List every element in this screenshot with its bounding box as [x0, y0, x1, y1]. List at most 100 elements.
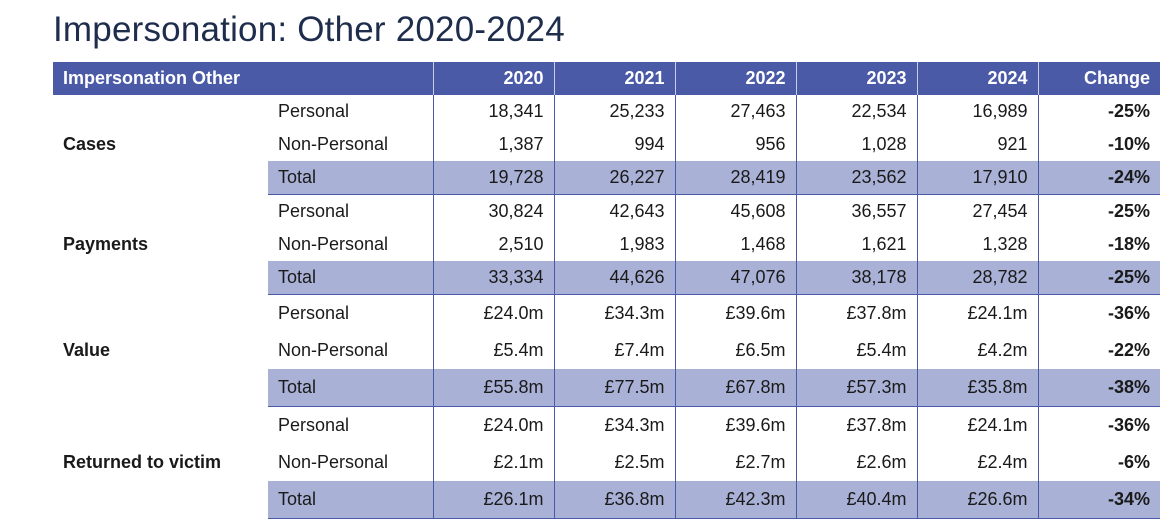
row-type-label: Total	[268, 161, 434, 195]
change-cell: -10%	[1107, 134, 1150, 154]
value-cell-2023: 22,534	[796, 95, 918, 128]
value-cell-2023: £5.4m	[796, 332, 918, 369]
value-cell-2024: £35.8m	[917, 369, 1039, 407]
value-cell-2020: 18,341	[433, 95, 555, 128]
value-cell-2023: £57.3m	[796, 369, 918, 407]
table-row: Payments Personal 30,824 42,643 45,608 36,557…	[53, 194, 1160, 254]
value-cell-2023: £37.8m	[796, 406, 918, 444]
value-cell-2024: £24.1m	[917, 294, 1039, 332]
value-cell-2021: £36.8m	[554, 481, 676, 519]
value-cell-2020: £26.1m	[433, 481, 555, 519]
value-cell-2020: £55.8m	[433, 369, 555, 407]
header-change: Change	[1038, 62, 1160, 95]
value-cell-2024: 921	[917, 128, 1039, 161]
value-cell-2022: £6.5m	[675, 332, 797, 369]
value-cell-2021: 26,227	[554, 161, 676, 195]
value-cell-2021: £77.5m	[554, 369, 676, 407]
value-cell-2022: £39.6m	[675, 294, 797, 332]
value-cell-2024: 17,910	[917, 161, 1039, 195]
table-row: Non-Personal 1,387 994 956 1,028 921 -10%	[53, 128, 1160, 161]
value-cell-2020: £24.0m	[433, 294, 555, 332]
value-cell-2022: 28,419	[675, 161, 797, 195]
value-cell-2024: 28,782	[917, 261, 1039, 295]
value-cell-2021: 42,643	[554, 194, 676, 228]
change-cell: -6%	[1117, 452, 1150, 472]
change-cell: -38%	[1038, 369, 1160, 407]
table-row: Non-Personal £5.4m £7.4m £6.5m £5.4m £4.2m -22…	[53, 332, 1160, 369]
value-cell-2022: 45,608	[675, 194, 797, 228]
change-cell: -36%	[1107, 415, 1150, 435]
change-cell: -25%	[1107, 101, 1150, 121]
row-type-label: Personal	[268, 294, 434, 332]
row-type-label: Personal	[268, 95, 434, 128]
value-cell-2021: 994	[554, 128, 676, 161]
value-cell-2021: 44,626	[554, 261, 676, 295]
value-cell-2020: £5.4m	[433, 332, 555, 369]
change-cell: -34%	[1038, 481, 1160, 519]
value-cell-2023: 38,178	[796, 261, 918, 295]
change-cell: -36%	[1107, 303, 1150, 323]
value-cell-2024: 16,989	[917, 95, 1039, 128]
impersonation-table: Impersonation Other 2020 2021 2022 2023 …	[53, 62, 1160, 519]
value-cell-2020: 33,334	[433, 261, 555, 295]
value-cell-2020: £24.0m	[433, 406, 555, 444]
value-cell-2021: £7.4m	[554, 332, 676, 369]
table-row: Returned to victim Personal £24.0m £34.3m £3…	[53, 406, 1160, 472]
value-cell-2024: £4.2m	[917, 332, 1039, 369]
value-cell-2023: 36,557	[796, 194, 918, 228]
row-type-label: Total	[268, 261, 434, 295]
value-cell-2020: 19,728	[433, 161, 555, 195]
value-cell-2023: 1,621	[796, 228, 918, 261]
row-type-label: Personal	[268, 406, 434, 444]
value-cell-2023: 23,562	[796, 161, 918, 195]
table-row: Cases Personal 18,341 25,233 27,463 22,534 16,…	[53, 95, 1160, 154]
header-year-2024: 2024	[917, 62, 1039, 95]
header-year-2020: 2020	[433, 62, 555, 95]
value-cell-2022: £42.3m	[675, 481, 797, 519]
group-label-payments: Payments	[63, 234, 149, 254]
table-row: Non-Personal £2.1m £2.5m £2.7m £2.6m £2.4m -6%	[53, 444, 1160, 481]
value-cell-2020: £2.1m	[433, 444, 555, 481]
page-title: Impersonation: Other 2020-2024	[53, 10, 565, 49]
header-row: Impersonation Other 2020 2021 2022 2023 …	[53, 62, 1160, 95]
change-cell: -18%	[1107, 234, 1150, 254]
row-type-label: Non-Personal	[268, 444, 434, 481]
row-type-label: Total	[268, 481, 434, 519]
value-cell-2021: £34.3m	[554, 294, 676, 332]
value-cell-2020: 1,387	[433, 128, 555, 161]
header-year-2023: 2023	[796, 62, 918, 95]
row-type-label: Non-Personal	[268, 128, 434, 161]
table-row: Non-Personal 2,510 1,983 1,468 1,621 1,328 -18…	[53, 228, 1160, 261]
value-cell-2023: 1,028	[796, 128, 918, 161]
change-cell: -25%	[1107, 201, 1150, 221]
value-cell-2024: £2.4m	[917, 444, 1039, 481]
value-cell-2024: 27,454	[917, 194, 1039, 228]
header-label: Impersonation Other	[53, 62, 434, 95]
value-cell-2024: 1,328	[917, 228, 1039, 261]
value-cell-2024: £24.1m	[917, 406, 1039, 444]
value-cell-2022: 27,463	[675, 95, 797, 128]
group-label-cases: Cases	[63, 134, 117, 155]
row-type-label: Personal	[268, 194, 434, 228]
table-row: Total £26.1m £36.8m £42.3m £40.4m £26.6m -34%	[53, 481, 1160, 519]
value-cell-2021: £34.3m	[554, 406, 676, 444]
table-row: Total £55.8m £77.5m £67.8m £57.3m £35.8m -38%	[53, 369, 1160, 407]
value-cell-2021: 1,983	[554, 228, 676, 261]
value-cell-2021: £2.5m	[554, 444, 676, 481]
change-cell: -25%	[1038, 261, 1160, 295]
value-cell-2023: £2.6m	[796, 444, 918, 481]
row-type-label: Total	[268, 369, 434, 407]
change-cell: -24%	[1038, 161, 1160, 195]
row-type-label: Non-Personal	[268, 332, 434, 369]
value-cell-2022: £39.6m	[675, 406, 797, 444]
table-row: Total 33,334 44,626 47,076 38,178 28,782 -25%	[53, 261, 1160, 295]
row-type-label: Non-Personal	[268, 228, 434, 261]
value-cell-2020: 30,824	[433, 194, 555, 228]
value-cell-2022: £67.8m	[675, 369, 797, 407]
value-cell-2023: £37.8m	[796, 294, 918, 332]
value-cell-2024: £26.6m	[917, 481, 1039, 519]
value-cell-2022: 1,468	[675, 228, 797, 261]
value-cell-2020: 2,510	[433, 228, 555, 261]
table-row: Total 19,728 26,227 28,419 23,562 17,910 -24%	[53, 161, 1160, 195]
group-label-returned-to-victim: Returned to victim	[63, 452, 222, 472]
